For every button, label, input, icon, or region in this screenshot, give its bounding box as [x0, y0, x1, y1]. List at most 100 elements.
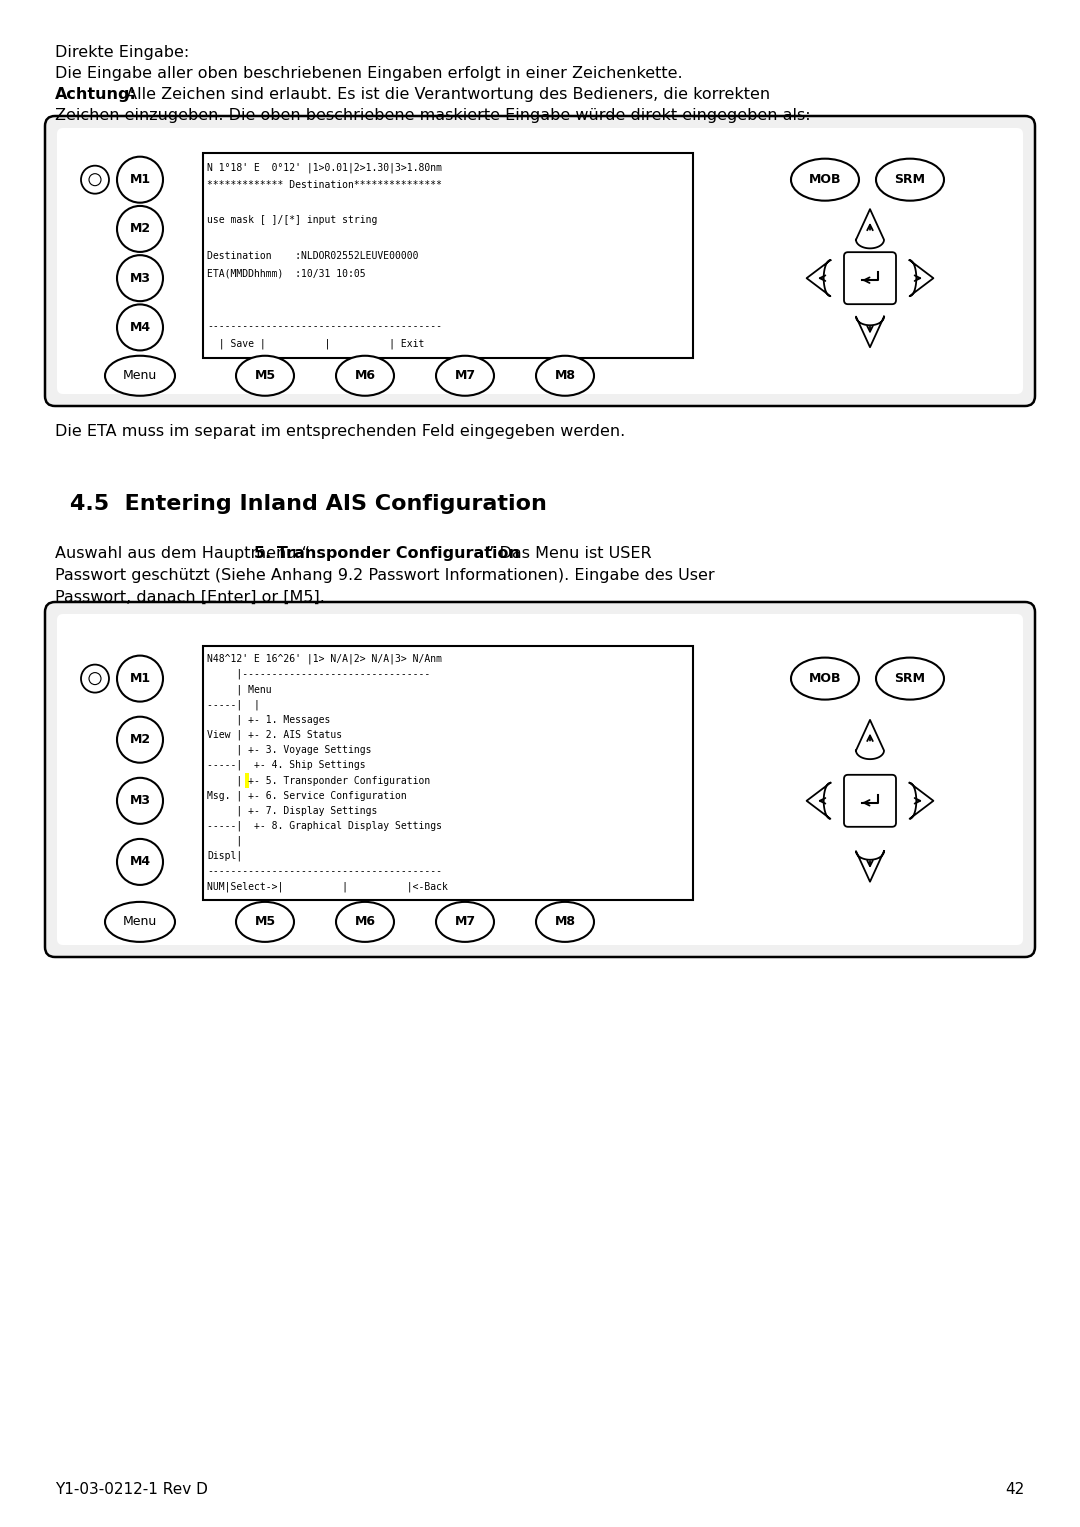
FancyBboxPatch shape [57, 614, 1023, 945]
Ellipse shape [105, 902, 175, 942]
Text: SRM: SRM [894, 672, 926, 686]
FancyBboxPatch shape [45, 116, 1035, 406]
Text: Passwort, danach [Enter] or [M5].: Passwort, danach [Enter] or [M5]. [55, 589, 325, 605]
Text: -----|  +- 8. Graphical Display Settings: -----| +- 8. Graphical Display Settings [207, 820, 442, 831]
Text: Die ETA muss im separat im entsprechenden Feld eingegeben werden.: Die ETA muss im separat im entsprechende… [55, 425, 625, 438]
Polygon shape [856, 316, 885, 347]
FancyBboxPatch shape [45, 602, 1035, 957]
Ellipse shape [237, 902, 294, 942]
Polygon shape [807, 783, 831, 818]
Text: ----------------------------------------: ---------------------------------------- [207, 866, 442, 876]
Text: ETA(MMDDhhmm)  :10/31 10:05: ETA(MMDDhhmm) :10/31 10:05 [207, 269, 366, 278]
Text: SRM: SRM [894, 173, 926, 186]
Text: M5: M5 [255, 915, 275, 928]
Text: Msg. | +- 6. Service Configuration: Msg. | +- 6. Service Configuration [207, 791, 407, 800]
Text: Zeichen einzugeben. Die oben beschriebene maskierte Eingabe würde direkt eingege: Zeichen einzugeben. Die oben beschrieben… [55, 108, 811, 124]
Text: Destination    :NLDOR02552LEUVE00000: Destination :NLDOR02552LEUVE00000 [207, 250, 419, 261]
Text: use mask [ ]/[*] input string: use mask [ ]/[*] input string [207, 215, 377, 226]
Text: M8: M8 [554, 370, 576, 382]
Text: M4: M4 [130, 321, 150, 334]
Text: -----|  |: -----| | [207, 699, 260, 710]
Text: 5. Transponder Configuration: 5. Transponder Configuration [254, 547, 519, 560]
Circle shape [81, 664, 109, 693]
Text: Y1-03-0212-1 Rev D: Y1-03-0212-1 Rev D [55, 1483, 207, 1496]
Ellipse shape [336, 902, 394, 942]
Text: -----|  +- 4. Ship Settings: -----| +- 4. Ship Settings [207, 760, 366, 771]
Polygon shape [856, 719, 885, 759]
Ellipse shape [105, 356, 175, 395]
Circle shape [89, 174, 102, 186]
Text: M2: M2 [130, 733, 150, 747]
Polygon shape [856, 209, 885, 249]
Text: | +- 3. Voyage Settings: | +- 3. Voyage Settings [207, 745, 372, 756]
Text: M5: M5 [255, 370, 275, 382]
Ellipse shape [336, 356, 394, 395]
FancyBboxPatch shape [843, 774, 896, 826]
Text: | Save |          |          | Exit: | Save | | | Exit [207, 337, 424, 348]
Text: M6: M6 [354, 915, 376, 928]
Ellipse shape [536, 356, 594, 395]
Ellipse shape [436, 356, 494, 395]
Text: |--------------------------------: |-------------------------------- [207, 669, 430, 680]
Text: Menu: Menu [123, 915, 157, 928]
Polygon shape [909, 260, 933, 296]
Text: M3: M3 [130, 272, 150, 284]
Text: N 1°18' E  0°12' |1>0.01|2>1.30|3>1.80nm: N 1°18' E 0°12' |1>0.01|2>1.30|3>1.80nm [207, 162, 442, 173]
FancyBboxPatch shape [843, 252, 896, 304]
Text: Menu: Menu [123, 370, 157, 382]
Text: N48^12' E 16^26' |1> N/A|2> N/A|3> N/Anm: N48^12' E 16^26' |1> N/A|2> N/A|3> N/Anm [207, 654, 442, 664]
Text: M4: M4 [130, 855, 150, 869]
Text: Passwort geschützt (Siehe Anhang 9.2 Passwort Informationen). Eingabe des User: Passwort geschützt (Siehe Anhang 9.2 Pas… [55, 568, 715, 583]
Text: | +- 1. Messages: | +- 1. Messages [207, 715, 330, 725]
Text: M2: M2 [130, 223, 150, 235]
Circle shape [117, 838, 163, 886]
FancyBboxPatch shape [57, 128, 1023, 394]
Text: | Menu: | Menu [207, 684, 272, 695]
Ellipse shape [436, 902, 494, 942]
Text: 42: 42 [1005, 1483, 1025, 1496]
Circle shape [117, 716, 163, 762]
Text: ----------------------------------------: ---------------------------------------- [207, 321, 442, 331]
Text: 4.5  Entering Inland AIS Configuration: 4.5 Entering Inland AIS Configuration [70, 495, 546, 515]
Text: M6: M6 [354, 370, 376, 382]
Text: M7: M7 [455, 915, 475, 928]
Text: | +- 7. Display Settings: | +- 7. Display Settings [207, 805, 377, 815]
Text: MOB: MOB [809, 173, 841, 186]
Circle shape [117, 157, 163, 203]
Polygon shape [856, 851, 885, 881]
Text: M1: M1 [130, 672, 150, 686]
Text: M7: M7 [455, 370, 475, 382]
Text: MOB: MOB [809, 672, 841, 686]
Polygon shape [807, 260, 831, 296]
Text: View | +- 2. AIS Status: View | +- 2. AIS Status [207, 730, 342, 741]
Circle shape [117, 304, 163, 350]
Bar [203, 153, 693, 359]
Text: Die Eingabe aller oben beschriebenen Eingaben erfolgt in einer Zeichenkette.: Die Eingabe aller oben beschriebenen Ein… [55, 66, 683, 81]
Text: | +- 5. Transponder Configuration: | +- 5. Transponder Configuration [207, 776, 430, 785]
Ellipse shape [876, 159, 944, 200]
Text: M8: M8 [554, 915, 576, 928]
Text: NUM|Select->|          |          |<-Back: NUM|Select->| | |<-Back [207, 881, 448, 892]
Text: M3: M3 [130, 794, 150, 808]
Circle shape [117, 206, 163, 252]
Ellipse shape [876, 658, 944, 699]
Circle shape [117, 655, 163, 701]
Circle shape [89, 672, 102, 684]
Text: |: | [207, 835, 242, 846]
Circle shape [117, 777, 163, 823]
Text: ” Das Menu ist USER: ” Das Menu ist USER [486, 547, 651, 560]
Bar [203, 646, 693, 899]
Ellipse shape [536, 902, 594, 942]
Text: M1: M1 [130, 173, 150, 186]
Circle shape [117, 255, 163, 301]
Bar [245, 773, 249, 788]
Polygon shape [909, 783, 933, 818]
Text: ************* Destination***************: ************* Destination*************** [207, 180, 442, 191]
Ellipse shape [237, 356, 294, 395]
Circle shape [81, 165, 109, 194]
Ellipse shape [791, 658, 859, 699]
Text: Auswahl aus dem Hauptmenu “: Auswahl aus dem Hauptmenu “ [55, 547, 310, 560]
Text: Direkte Eingabe:: Direkte Eingabe: [55, 44, 189, 60]
Text: Alle Zeichen sind erlaubt. Es ist die Verantwortung des Bedieners, die korrekten: Alle Zeichen sind erlaubt. Es ist die Ve… [121, 87, 770, 102]
Ellipse shape [791, 159, 859, 200]
